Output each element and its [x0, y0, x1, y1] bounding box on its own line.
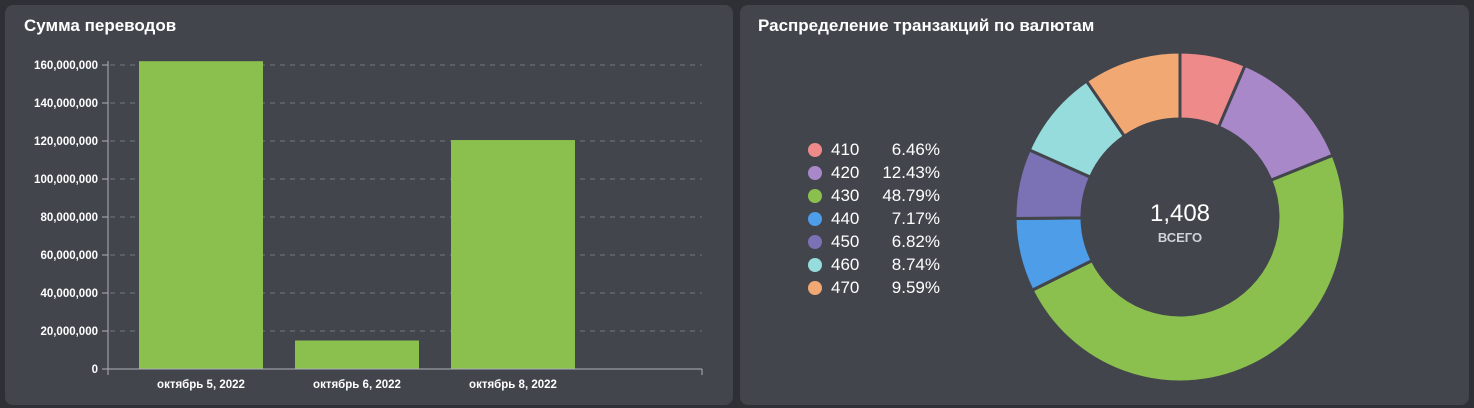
donut-total-label: ВСЕГО — [1158, 230, 1202, 245]
legend-percent: 8.74% — [891, 255, 940, 274]
legend-dot-icon — [808, 143, 822, 157]
legend-percent: 6.82% — [891, 232, 940, 251]
legend-label: 430 — [831, 186, 860, 205]
legend-dot-icon — [808, 166, 822, 180]
legend-label: 450 — [831, 232, 860, 251]
bar-chart: 0 20,000,000 40,000,000 60,000,000 80,000,00… — [34, 60, 703, 391]
legend-dot-icon — [808, 235, 822, 249]
legend-percent: 9.59% — [891, 278, 940, 297]
donut-slice[interactable] — [1030, 153, 1347, 384]
bar[interactable] — [139, 61, 263, 369]
y-tick-label: 160,000,000 — [34, 60, 98, 72]
bar[interactable] — [295, 340, 419, 370]
legend-label: 460 — [831, 255, 860, 274]
legend-dot-icon — [808, 281, 822, 295]
y-tick-label: 60,000,000 — [40, 250, 98, 262]
bar[interactable] — [451, 140, 575, 369]
legend-dot-icon — [808, 189, 822, 203]
y-tick-label: 140,000,000 — [34, 98, 98, 110]
donut-chart: 1,408 ВСЕГО — [1013, 50, 1347, 384]
donut-total-value: 1,408 — [1150, 200, 1210, 227]
legend-label: 470 — [831, 278, 860, 297]
legend-label: 440 — [831, 209, 860, 228]
legend-dot-icon — [808, 212, 822, 226]
y-tick-label: 0 — [92, 364, 98, 376]
transfers-sum-panel: Сумма переводов 0 20,000,000 40,000,000 60,… — [5, 5, 733, 405]
donut-slice[interactable] — [1084, 50, 1182, 138]
y-tick-label: 40,000,000 — [40, 288, 98, 300]
x-tick-label: октябрь 5, 2022 — [157, 379, 245, 391]
legend-percent: 12.43% — [882, 163, 940, 182]
legend-percent: 6.46% — [891, 140, 940, 159]
bar-chart-title: Сумма переводов — [24, 16, 177, 35]
x-tick-label: октябрь 6, 2022 — [313, 379, 401, 391]
y-tick-label: 120,000,000 — [34, 136, 98, 148]
legend-label: 420 — [831, 163, 860, 182]
legend-dot-icon — [808, 258, 822, 272]
y-tick-label: 80,000,000 — [40, 212, 98, 224]
legend-percent: 7.17% — [891, 209, 940, 228]
pie-chart-title: Распределение транзакций по валютам — [758, 16, 1095, 35]
legend-label: 410 — [831, 140, 860, 159]
x-tick-label: октябрь 8, 2022 — [469, 379, 557, 391]
currency-distribution-panel: Распределение транзакций по валютам 410 6… — [740, 5, 1469, 405]
y-tick-label: 100,000,000 — [34, 174, 98, 186]
legend-percent: 48.79% — [882, 186, 940, 205]
y-tick-label: 20,000,000 — [40, 326, 98, 338]
